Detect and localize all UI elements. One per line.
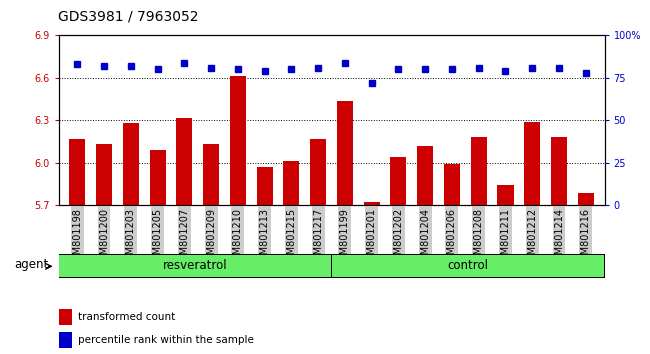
Text: GSM801213: GSM801213 (259, 208, 270, 267)
Bar (123, 123, 139, 205)
Text: GSM801209: GSM801209 (206, 208, 216, 267)
Text: GSM801208: GSM801208 (474, 208, 484, 267)
Text: transformed count: transformed count (77, 312, 175, 322)
Bar (524, 122, 540, 205)
Bar (150, 150, 166, 205)
Text: GSM801215: GSM801215 (287, 208, 296, 267)
Text: GSM801211: GSM801211 (500, 208, 510, 267)
Text: GSM801205: GSM801205 (153, 208, 162, 267)
Bar (310, 139, 326, 205)
Bar (58, 332, 72, 348)
Text: GSM801204: GSM801204 (420, 208, 430, 267)
Bar (497, 185, 514, 205)
Bar (391, 157, 406, 205)
Bar (96, 144, 112, 205)
Text: GDS3981 / 7963052: GDS3981 / 7963052 (58, 9, 199, 23)
Bar (417, 146, 433, 205)
Bar (578, 193, 594, 205)
Text: GSM801206: GSM801206 (447, 208, 457, 267)
Bar (257, 167, 272, 205)
Text: percentile rank within the sample: percentile rank within the sample (77, 335, 254, 346)
Bar (332, 255, 604, 277)
Text: GSM801201: GSM801201 (367, 208, 376, 267)
Text: control: control (447, 259, 489, 272)
Bar (69, 139, 85, 205)
Bar (58, 309, 72, 325)
Bar (471, 137, 487, 205)
Text: GSM801200: GSM801200 (99, 208, 109, 267)
Text: GSM801214: GSM801214 (554, 208, 564, 267)
Bar (176, 118, 192, 205)
Bar (551, 137, 567, 205)
Text: GSM801212: GSM801212 (527, 208, 538, 267)
Bar (363, 202, 380, 205)
Text: agent: agent (14, 258, 49, 271)
Text: GSM801210: GSM801210 (233, 208, 243, 267)
Bar (230, 76, 246, 205)
Text: resveratrol: resveratrol (162, 259, 228, 272)
Text: GSM801199: GSM801199 (340, 208, 350, 267)
Bar (337, 101, 353, 205)
Bar (444, 164, 460, 205)
Bar (203, 144, 219, 205)
Text: GSM801216: GSM801216 (580, 208, 591, 267)
Text: GSM801203: GSM801203 (125, 208, 136, 267)
Text: GSM801202: GSM801202 (393, 208, 404, 267)
Bar (59, 255, 331, 277)
Text: GSM801217: GSM801217 (313, 208, 323, 267)
Text: GSM801207: GSM801207 (179, 208, 189, 267)
Text: GSM801198: GSM801198 (72, 208, 83, 267)
Bar (283, 161, 300, 205)
